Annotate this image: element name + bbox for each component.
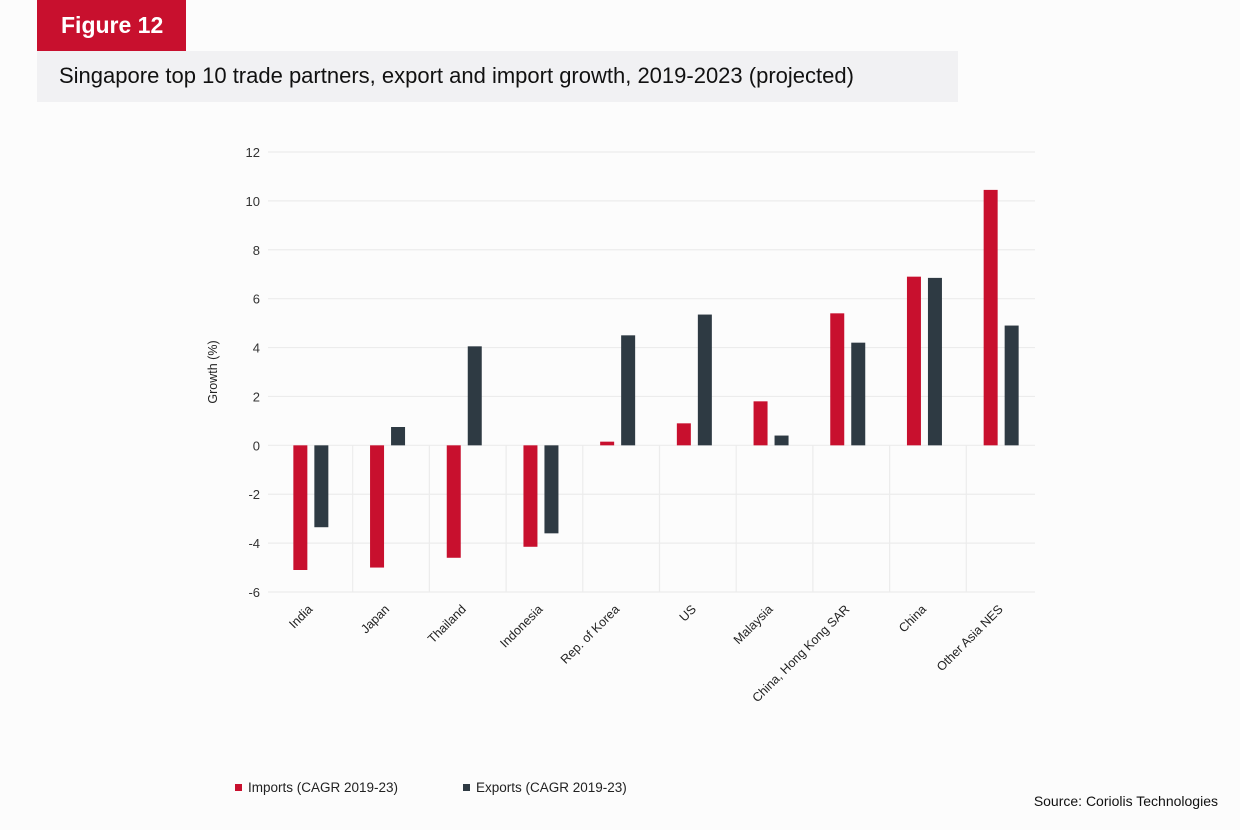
- gridlines: [268, 151, 1035, 593]
- bar-imports: [983, 189, 998, 446]
- bar-exports: [1004, 325, 1019, 446]
- bar-exports: [851, 342, 866, 446]
- x-tick-label: China: [896, 602, 929, 635]
- bars: [293, 189, 1019, 570]
- y-tick-label: -4: [248, 536, 260, 551]
- bar-imports: [293, 445, 308, 570]
- chart-title: Singapore top 10 trade partners, export …: [37, 51, 958, 102]
- legend-label-exports: Exports (CAGR 2019-23): [476, 780, 627, 795]
- bar-imports: [906, 276, 921, 446]
- bar-exports: [391, 427, 406, 446]
- source-note: Source: Coriolis Technologies: [1033, 793, 1218, 809]
- legend-item-exports: Exports (CAGR 2019-23): [463, 780, 627, 795]
- y-axis-label: Growth (%): [206, 340, 220, 403]
- y-tick-label: 6: [253, 292, 260, 307]
- bar-imports: [600, 441, 615, 446]
- bar-imports: [676, 423, 691, 446]
- y-tick-label: 12: [246, 145, 260, 160]
- bar-exports: [314, 445, 329, 528]
- x-tick-label: India: [286, 602, 315, 631]
- y-tick-label: -6: [248, 585, 260, 600]
- bar-exports: [467, 346, 482, 446]
- bar-imports: [370, 445, 385, 568]
- y-tick-label: -2: [248, 487, 260, 502]
- x-tick-label: Malaysia: [731, 602, 776, 647]
- x-tick-label: Rep. of Korea: [558, 602, 622, 666]
- y-axis-ticks: -6 -4 -2 0 2 4 6 8 10 12: [246, 145, 260, 600]
- x-tick-label: US: [677, 602, 699, 624]
- bar-exports: [697, 314, 712, 446]
- y-tick-label: 8: [253, 243, 260, 258]
- bar-imports: [753, 401, 768, 446]
- x-tick-label: Japan: [358, 602, 392, 636]
- x-tick-label: Other Asia NES: [934, 602, 1006, 674]
- y-tick-label: 10: [246, 194, 260, 209]
- y-tick-label: 2: [253, 389, 260, 404]
- y-tick-label: 4: [253, 341, 260, 356]
- x-tick-label: Indonesia: [497, 602, 545, 650]
- imports-swatch: [235, 784, 242, 791]
- bar-exports: [774, 435, 789, 446]
- bar-imports: [523, 445, 538, 547]
- legend-item-imports: Imports (CAGR 2019-23): [235, 780, 398, 795]
- legend-label-imports: Imports (CAGR 2019-23): [248, 780, 399, 795]
- exports-swatch: [463, 784, 470, 791]
- bar-exports: [544, 445, 559, 534]
- figure-label: Figure 12: [37, 0, 186, 51]
- bar-exports: [927, 277, 942, 446]
- bar-exports: [621, 335, 636, 446]
- bar-imports: [446, 445, 461, 558]
- x-axis-categories: India Japan Thailand Indonesia Rep. of Korea…: [286, 602, 1005, 705]
- x-tick-label: Thailand: [425, 602, 469, 646]
- bar-imports: [830, 313, 845, 446]
- y-tick-label: 0: [253, 438, 260, 453]
